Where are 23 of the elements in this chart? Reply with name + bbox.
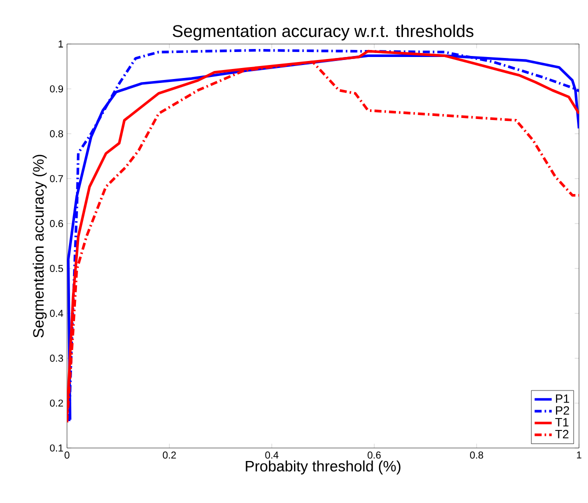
chart-title: Segmentation accuracy w.r.t. thresholds [172, 24, 474, 40]
y-tick-label: 1 [58, 40, 63, 48]
legend-label: P2 [556, 406, 570, 415]
y-tick-label: 0.5 [50, 264, 64, 272]
y-tick-label: 0.3 [50, 354, 64, 362]
legend-label: T1 [555, 418, 568, 426]
legend-label: P1 [556, 394, 570, 403]
y-tick-label: 0.2 [50, 400, 63, 407]
y-tick-label: 0.8 [50, 130, 64, 138]
legend-label: T2 [555, 430, 568, 438]
x-tick-label: 0 [64, 452, 70, 459]
x-tick-label: 0.2 [162, 452, 176, 459]
x-tick-label: 0.8 [470, 452, 484, 459]
y-axis-title: Segmentation accuracy (%) [32, 154, 47, 338]
y-tick-label: 0.7 [50, 175, 63, 182]
x-axis-title: Probabity threshold (%) [246, 460, 400, 474]
y-tick-label: 0.6 [50, 220, 64, 228]
y-tick-label: 0.4 [50, 310, 64, 317]
x-tick-label: 1 [576, 452, 582, 458]
y-tick-label: 0.1 [50, 444, 63, 452]
x-tick-label: 0.4 [265, 452, 278, 459]
y-tick-label: 0.9 [50, 85, 64, 92]
x-tick-label: 0.6 [368, 452, 381, 459]
